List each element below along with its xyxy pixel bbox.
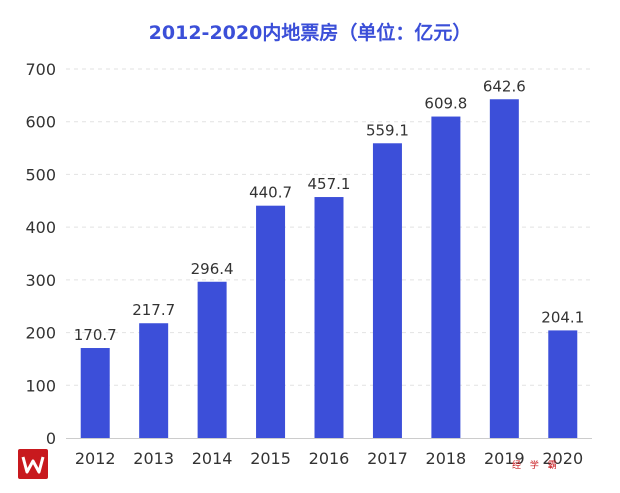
x-tick-label: 2016 (309, 449, 350, 468)
data-label: 217.7 (132, 301, 175, 319)
y-axis-ticks: 0 100 200 300 400 500 600 700 (25, 60, 56, 448)
y-tick-label: 500 (25, 165, 56, 184)
chart-title: 2012-2020内地票房（单位：亿元） (148, 22, 472, 44)
x-tick-label: 2017 (367, 449, 408, 468)
data-label: 296.4 (191, 260, 234, 278)
x-tick-label: 2014 (192, 449, 233, 468)
y-tick-label: 0 (46, 429, 56, 448)
w-logo-icon (18, 449, 48, 479)
y-tick-label: 400 (25, 218, 56, 237)
x-axis-ticks: 2012 2013 2014 2015 2016 2017 2018 2019 2020 (75, 449, 583, 468)
bar-2019 (489, 99, 519, 439)
data-label: 609.8 (424, 95, 467, 113)
bar-2012 (80, 348, 110, 438)
y-tick-label: 300 (25, 271, 56, 290)
x-tick-label: 2018 (426, 449, 467, 468)
x-tick-label: 2013 (133, 449, 174, 468)
bar-2013 (139, 323, 169, 438)
bars (80, 99, 578, 439)
y-tick-label: 700 (25, 60, 56, 79)
x-tick-label: 2020 (542, 449, 583, 468)
data-label: 440.7 (249, 184, 292, 202)
data-label: 204.1 (541, 308, 584, 326)
x-tick-label: 2019 (484, 449, 525, 468)
data-label: 642.6 (483, 77, 526, 95)
bar-2020 (548, 330, 578, 438)
bar-2014 (197, 281, 227, 438)
data-label: 170.7 (74, 326, 117, 344)
x-tick-label: 2012 (75, 449, 116, 468)
bar-2015 (256, 205, 286, 438)
y-tick-label: 600 (25, 113, 56, 132)
y-tick-label: 100 (25, 376, 56, 395)
y-tick-label: 200 (25, 324, 56, 343)
bar-2016 (314, 197, 344, 438)
data-label: 559.1 (366, 121, 409, 139)
data-labels: 170.7 217.7 296.4 440.7 457.1 559.1 609.8 642.6… (74, 77, 585, 344)
watermark-text: 经 学 霸 (512, 461, 560, 471)
bar-2018 (431, 116, 461, 439)
x-tick-label: 2015 (250, 449, 291, 468)
bar-2017 (372, 143, 402, 439)
data-label: 457.1 (308, 175, 351, 193)
